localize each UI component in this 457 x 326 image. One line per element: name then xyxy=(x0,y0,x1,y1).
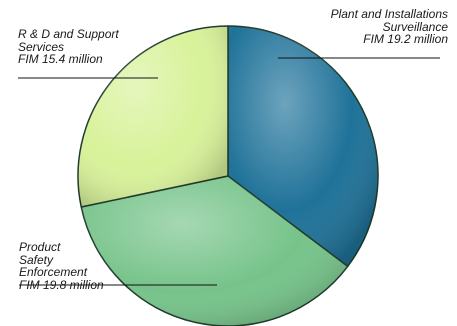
slice-label-line: Enforcement xyxy=(19,265,88,279)
pie-slice-shading xyxy=(228,26,379,267)
slice-label-product-safety: Product Safety Enforcement FIM 19.8 mill… xyxy=(19,241,169,291)
slice-label-rd-support: R & D and Support Services FIM 15.4 mill… xyxy=(18,28,168,66)
pie-slices xyxy=(77,25,379,326)
slice-label-line: Surveillance xyxy=(382,19,448,34)
slice-label-line: R & D and Support xyxy=(18,27,119,41)
label-leader-lines xyxy=(18,57,440,286)
slice-label-line: Product xyxy=(19,240,61,254)
pie-slice-shading xyxy=(81,176,348,326)
pie-slice-shading xyxy=(78,26,228,207)
slice-label-value: FIM 19.2 million xyxy=(363,32,448,46)
slice-label-line: Plant and Installations xyxy=(330,7,448,21)
slice-label-line: Safety xyxy=(19,252,54,267)
slice-label-value: FIM 15.4 million xyxy=(18,52,103,66)
slice-label-line: Services xyxy=(18,39,65,54)
slice-label-plant-surveillance: Plant and Installations Surveillance FIM… xyxy=(292,8,448,46)
slice-label-value: FIM 19.8 million xyxy=(19,277,104,292)
